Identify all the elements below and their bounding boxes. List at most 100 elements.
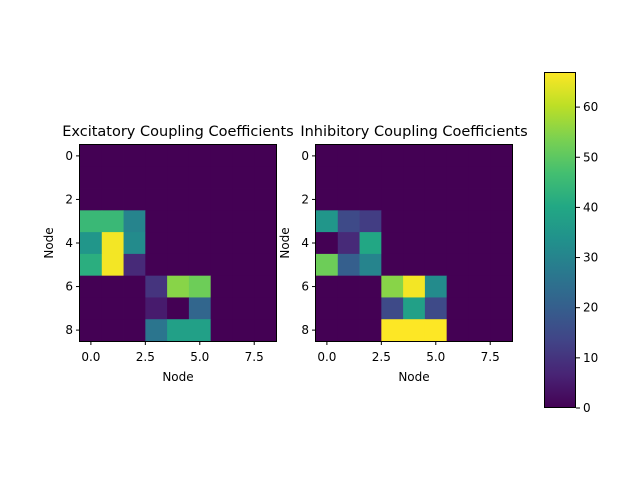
y-tick-label: 4 [65, 236, 73, 250]
heatmap-cell [188, 145, 212, 168]
heatmap-cell [490, 232, 513, 255]
heatmap-cell [468, 297, 491, 320]
heatmap-cell [254, 145, 277, 168]
heatmap-cell [446, 275, 469, 298]
heatmap-cell [446, 232, 469, 255]
y-tick-label: 0 [301, 149, 309, 163]
heatmap-cell [188, 166, 212, 189]
heatmap-cell [80, 232, 103, 255]
heatmap-cell [424, 275, 448, 298]
heatmap-cell [316, 253, 339, 277]
heatmap-cell [101, 145, 124, 168]
heatmap-cell [101, 210, 124, 233]
heatmap-cell [337, 188, 360, 211]
heatmap-cell [490, 166, 513, 189]
heatmap-cell [359, 210, 382, 233]
heatmap-cell [381, 232, 404, 255]
heatmap-cell [80, 319, 103, 342]
heatmap-cell [145, 275, 168, 298]
heatmap-cell [468, 210, 491, 233]
heatmap-cell [403, 210, 426, 233]
y-tick-label: 6 [65, 280, 73, 294]
inhibitory-y-label: Node [278, 227, 292, 258]
heatmap-cell [468, 232, 491, 255]
heatmap-cell [403, 319, 426, 342]
heatmap-cell [188, 232, 212, 255]
heatmap-cell [123, 210, 146, 233]
inhibitory-cells [316, 145, 513, 342]
heatmap-cell [381, 145, 404, 168]
heatmap-cell [80, 145, 103, 168]
heatmap-cell [468, 188, 491, 211]
heatmap-cell [316, 319, 339, 342]
heatmap-cell [316, 232, 339, 255]
heatmap-cell [490, 275, 513, 298]
heatmap-cell [167, 297, 190, 320]
heatmap-cell [167, 253, 190, 277]
heatmap-cell [210, 166, 233, 189]
heatmap-cell [316, 166, 339, 189]
heatmap-cell [232, 253, 255, 277]
heatmap-cell [254, 253, 277, 277]
heatmap-cell [167, 319, 190, 342]
excitatory-cells [80, 145, 277, 342]
heatmap-cell [446, 253, 469, 277]
x-tick-label: 2.5 [136, 350, 155, 364]
y-tick-label: 8 [65, 323, 73, 337]
heatmap-cell [145, 145, 168, 168]
heatmap-cell [254, 210, 277, 233]
excitatory-y-label: Node [42, 227, 56, 258]
heatmap-cell [188, 210, 212, 233]
heatmap-cell [101, 188, 124, 211]
heatmap-cell [381, 210, 404, 233]
heatmap-cell [359, 145, 382, 168]
heatmap-cell [381, 253, 404, 277]
heatmap-cell [424, 166, 448, 189]
heatmap-cell [490, 319, 513, 342]
heatmap-cell [468, 145, 491, 168]
heatmap-cell [446, 166, 469, 189]
colorbar-tick-label: 40 [583, 200, 598, 214]
heatmap-cell [446, 319, 469, 342]
heatmap-cell [210, 232, 233, 255]
heatmap-cell [446, 188, 469, 211]
heatmap-cell [145, 188, 168, 211]
heatmap-cell [403, 188, 426, 211]
heatmap-cell [490, 210, 513, 233]
heatmap-cell [468, 319, 491, 342]
heatmap-cell [123, 319, 146, 342]
heatmap-cell [337, 166, 360, 189]
heatmap-cell [80, 253, 103, 277]
heatmap-cell [403, 253, 426, 277]
heatmap-cell [80, 275, 103, 298]
heatmap-cell [145, 210, 168, 233]
heatmap-cell [316, 275, 339, 298]
excitatory-title: Excitatory Coupling Coefficients [62, 124, 294, 140]
heatmap-cell [123, 166, 146, 189]
heatmap-cell [101, 319, 124, 342]
colorbar-tick-label: 0 [583, 401, 591, 415]
x-tick-label: 5.0 [426, 350, 445, 364]
heatmap-cell [381, 166, 404, 189]
heatmap-cell [101, 166, 124, 189]
heatmap-cell [424, 210, 448, 233]
x-tick-label: 2.5 [372, 350, 391, 364]
heatmap-cell [316, 188, 339, 211]
heatmap-cell [254, 319, 277, 342]
heatmap-cell [337, 297, 360, 320]
heatmap-cell [446, 297, 469, 320]
heatmap-cell [254, 232, 277, 255]
heatmap-cell [188, 188, 212, 211]
heatmap-cell [359, 319, 382, 342]
heatmap-cell [337, 319, 360, 342]
heatmap-cell [490, 297, 513, 320]
inhibitory-y-ticks: 0 2 4 6 8 [301, 149, 316, 337]
heatmap-cell [145, 166, 168, 189]
heatmap-cell [381, 319, 404, 342]
colorbar-gradient [544, 72, 576, 408]
heatmap-cell [167, 275, 190, 298]
heatmap-cell [210, 210, 233, 233]
y-tick-label: 0 [65, 149, 73, 163]
heatmap-cell [123, 232, 146, 255]
